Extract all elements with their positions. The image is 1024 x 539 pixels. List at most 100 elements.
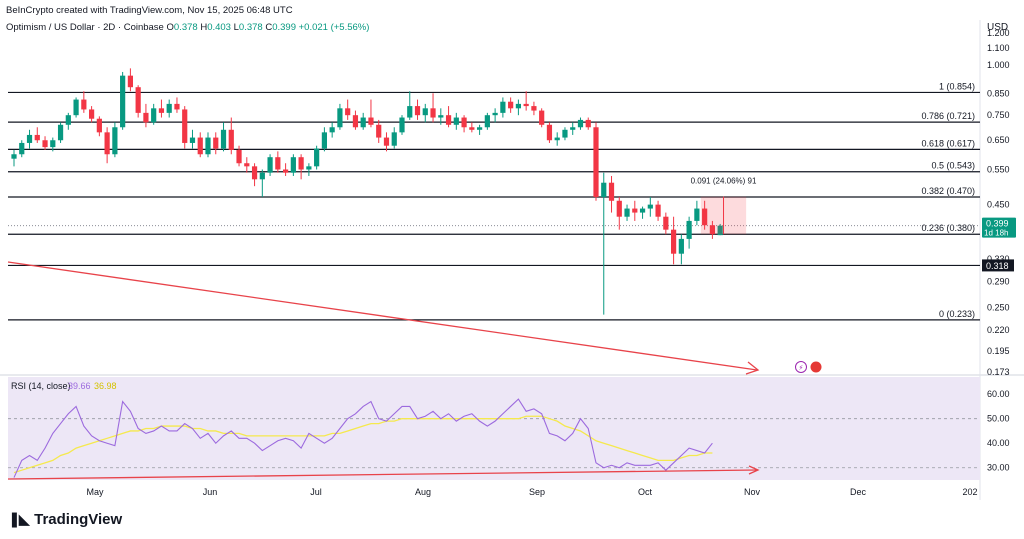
candle-body (166, 103, 172, 113)
candle-body (120, 75, 126, 128)
candle-body (267, 157, 273, 173)
high-label: H (200, 22, 208, 33)
candle-body (259, 172, 265, 180)
candle-body (383, 137, 390, 146)
candle-body (306, 166, 312, 170)
candle-body (624, 208, 630, 217)
rsi-line (13, 398, 713, 478)
candle-body (508, 101, 514, 109)
rsi-ma-value: 36.98 (94, 381, 117, 391)
price-axis-tick: 0.250 (987, 303, 1010, 313)
candle-body (57, 124, 64, 141)
candle-body (678, 238, 684, 254)
candle-body (717, 225, 723, 236)
price-axis-tick: 0.195 (987, 346, 1010, 356)
candle-body (158, 108, 165, 113)
chart-attribution: BeInCrypto created with TradingView.com,… (6, 5, 293, 16)
candle-body (554, 137, 560, 141)
candle-body (89, 109, 95, 119)
candle-body (484, 115, 490, 128)
candle-body (19, 142, 25, 155)
candle-body (290, 157, 296, 173)
candle-body (593, 127, 599, 198)
candle-body (546, 124, 553, 141)
low-value: 0.378 (238, 22, 263, 33)
candle-body (205, 137, 211, 155)
candle-body (461, 117, 467, 128)
candle-body (376, 124, 382, 138)
candle-body (430, 108, 436, 118)
rsi-trend-arrowhead (748, 465, 760, 475)
measure-label: 0.091 (24.06%) 91 (691, 177, 757, 186)
candle-body (228, 129, 234, 150)
candle-body (244, 163, 250, 167)
price-axis-tick: 0.330 (987, 254, 1010, 264)
low-label: L (233, 22, 239, 33)
candle-body (663, 216, 669, 230)
candle-body (515, 103, 521, 109)
candle-body (438, 115, 444, 118)
price-axis-tick: 1.200 (987, 28, 1010, 38)
candle-body (585, 119, 591, 128)
candle-body (453, 117, 459, 125)
candle-body (616, 200, 622, 217)
price-trend-arrowhead (745, 361, 760, 375)
rsi-axis-tick: 40.00 (987, 438, 1010, 448)
fib-level-label: 0.618 (0.617) (921, 138, 975, 148)
price-axis-tick: 1.000 (987, 60, 1010, 70)
last-price-badge (982, 217, 1016, 238)
candle-body (220, 129, 227, 149)
candle-body (492, 112, 498, 116)
fib-level-label: 0.236 (0.380) (921, 223, 975, 233)
candle-body (686, 220, 692, 239)
fib-level-label: 1 (0.854) (939, 81, 975, 91)
candle-body (523, 103, 529, 107)
candle-body (632, 208, 638, 213)
candle-body (135, 87, 141, 113)
support-price-badge (982, 259, 1014, 272)
candle-body (570, 127, 576, 130)
time-axis-label: Nov (744, 487, 761, 497)
rsi-title: RSI (14, close) (11, 381, 71, 391)
close-label: C (265, 22, 273, 33)
candle-body (298, 157, 304, 170)
candle-body (469, 127, 475, 130)
candle-body (368, 117, 374, 125)
candle-body (50, 140, 56, 148)
time-axis-label: Jun (203, 487, 218, 497)
rsi-axis-tick: 50.00 (987, 414, 1010, 424)
tradingview-logo-icon: ❚◣ (8, 511, 30, 528)
candle-body (329, 127, 335, 133)
fib-level-label: 0.382 (0.470) (921, 186, 975, 196)
candle-body (96, 118, 102, 133)
rsi-background (8, 377, 980, 480)
candle-body (702, 208, 708, 226)
candle-body (391, 132, 397, 146)
close-value: 0.399 (272, 22, 296, 33)
flag-event-icon (810, 361, 822, 373)
candle-body (414, 106, 421, 116)
price-axis-tick: 1.100 (987, 43, 1010, 53)
tradingview-logo-text: TradingView (34, 510, 123, 528)
last-price-label: 0.399 (986, 219, 1009, 229)
price-axis-tick: 0.450 (987, 200, 1010, 210)
price-axis-tick: 0.650 (987, 135, 1010, 145)
candle-body (26, 134, 33, 143)
lightning-event-glyph: ⚡ (799, 364, 804, 372)
candle-body (539, 110, 545, 125)
time-axis-label: Dec (850, 487, 867, 497)
candle-body (197, 137, 203, 155)
open-label: O (166, 22, 174, 33)
time-axis-label: May (86, 487, 104, 497)
tradingview-logo: ❚◣ TradingView (8, 510, 123, 529)
candle-body (608, 182, 615, 201)
candle-body (562, 129, 568, 138)
rsi-axis-tick: 30.00 (987, 463, 1010, 473)
candle-body (73, 99, 79, 116)
lightning-event-icon (795, 361, 807, 373)
candle-body (11, 154, 17, 159)
support-price-label: 0.318 (986, 261, 1009, 271)
price-axis-tick: 0.850 (987, 88, 1010, 98)
rsi-ma-line (13, 415, 713, 474)
